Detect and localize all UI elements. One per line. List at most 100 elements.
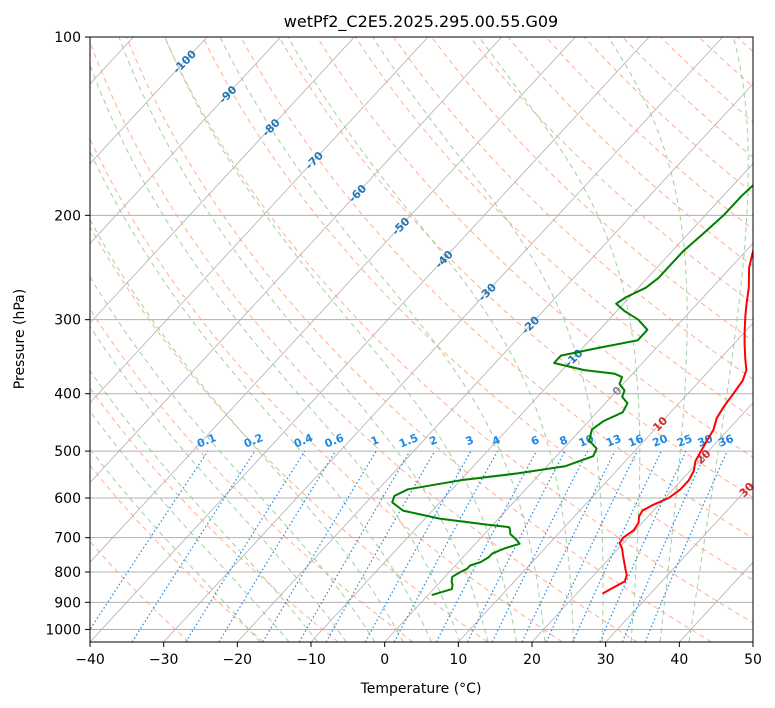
mixing-ratio-line: [298, 450, 411, 642]
x-tick-label: 20: [523, 652, 541, 668]
moist-adiabat-line: [90, 410, 290, 642]
mixing-ratio-label: 36: [716, 432, 735, 450]
y-tick-label: 400: [54, 387, 81, 403]
x-axis-title: Temperature (°C): [360, 681, 482, 697]
mixing-ratio-line: [393, 450, 499, 642]
dry-adiabat-line: [90, 225, 488, 642]
mixing-ratio-label: 0.4: [292, 431, 315, 450]
mixing-ratio-label: 25: [675, 432, 694, 450]
isotherm-line: [384, 242, 753, 642]
dry-adiabat-line: [90, 308, 414, 642]
mixing-ratio-label: 2: [427, 433, 439, 448]
y-tick-label: 600: [54, 491, 81, 507]
dewpoint-profile-line: [391, 184, 753, 597]
x-tick-label: 50: [744, 652, 762, 668]
dry-adiabat-line: [90, 40, 638, 642]
mixing-ratio-line: [521, 450, 616, 642]
isotherm-line: [90, 37, 208, 165]
moist-adiabat-line: [118, 37, 489, 642]
chart-title: wetPf2_C2E5.2025.295.00.55.G09: [284, 12, 558, 32]
dry-adiabat-line: [125, 37, 712, 642]
dry-adiabat-line: [545, 37, 753, 231]
plot-frame: [89, 36, 754, 643]
y-tick-label: 700: [54, 531, 81, 547]
isotherm-line: [90, 37, 281, 244]
mixing-ratio-label: 3: [464, 433, 476, 448]
mixing-ratio-line: [621, 450, 708, 642]
mixing-ratio-line: [218, 450, 337, 642]
mixing-ratio-line: [644, 450, 728, 642]
isotherm-line: [605, 481, 753, 642]
x-tick-label: −30: [149, 652, 179, 668]
mixing-ratio-line: [131, 450, 256, 642]
dry-adiabat-line: [698, 37, 753, 88]
dry-adiabat-line: [736, 37, 753, 53]
isotherm-line: [310, 163, 753, 642]
mixing-ratio-label: 20: [650, 432, 669, 450]
dry-adiabat-line: [278, 37, 753, 499]
mixing-ratio-line: [572, 450, 662, 642]
moist-adiabat-line: [90, 325, 347, 642]
isotherm-line: [0, 37, 60, 642]
mixing-ratio-label: 1: [369, 433, 381, 448]
mixing-ratio-line: [491, 450, 589, 642]
isotherm-line: [163, 37, 723, 642]
y-tick-label: 300: [54, 313, 81, 329]
isotherm-line: [458, 322, 753, 642]
mixing-ratio-line: [364, 450, 472, 642]
dry-adiabat-label: -100: [170, 47, 199, 76]
moist-adiabat-line: [90, 218, 404, 642]
moist-adiabat-line: [90, 150, 432, 642]
y-tick-label: 900: [54, 595, 81, 611]
moist-adiabat-line: [287, 37, 575, 642]
dry-adiabat-line: [164, 37, 753, 624]
mixing-ratio-line: [90, 450, 209, 631]
isotherm-line: [679, 561, 753, 642]
isotherm-line: [531, 402, 753, 642]
y-tick-label: 800: [54, 565, 81, 581]
isotherm-line: [90, 37, 502, 484]
mixing-ratio-line: [599, 450, 687, 642]
y-tick-label: 1000: [45, 622, 81, 638]
mixing-ratio-label: 8: [558, 433, 570, 448]
dry-adiabat-line: [90, 137, 563, 642]
mixing-ratio-label: 6: [529, 433, 541, 448]
dry-adiabat-line: [583, 37, 753, 194]
x-tick-label: −10: [296, 652, 326, 668]
x-tick-label: 30: [597, 652, 615, 668]
dry-adiabat-line: [90, 540, 190, 642]
moist-adiabat-line: [372, 37, 604, 642]
mixing-ratio-label: 0.6: [323, 431, 346, 450]
y-tick-label: 200: [54, 208, 81, 224]
mixing-ratio-label: 16: [626, 432, 645, 450]
mixing-ratio-line: [545, 450, 638, 642]
moist-adiabat-line: [688, 37, 749, 642]
moist-adiabat-line: [478, 37, 641, 642]
isotherm-line: [237, 83, 753, 642]
mixing-ratio-label: 13: [604, 432, 623, 450]
moist-adiabat-line: [90, 275, 376, 642]
mixing-ratio-label: 0.2: [242, 431, 265, 450]
isotherm-line: [90, 37, 429, 404]
dry-adiabat-line: [393, 37, 753, 380]
isotherm-line: [90, 37, 650, 642]
moist-adiabat-line: [90, 63, 461, 642]
y-axis-title: Pressure (hPa): [12, 289, 28, 389]
isotherm-line: [752, 641, 753, 642]
moist-adiabat-line: [607, 37, 688, 642]
y-axis: 100 200 300 400 500 600 700 800 900 1000: [45, 30, 90, 638]
series-layer: [391, 184, 753, 597]
y-tick-label: 500: [54, 444, 81, 460]
background-lines: [0, 37, 753, 642]
moist-adiabat-line: [164, 37, 517, 642]
isotherm-line: [90, 37, 355, 324]
x-tick-label: −40: [75, 652, 105, 668]
iso-labels: 0.1 0.2 0.4 0.6 1 1.5 2 3 4 6 8 10 13 16 20 25 30 36-100-…: [170, 47, 753, 500]
x-axis: −40 −30 −20 −10 0 10 20 30 40 50: [75, 642, 762, 668]
dry-adiabat-line: [622, 37, 753, 158]
y-tick-label: 100: [54, 30, 81, 46]
x-tick-label: 40: [670, 652, 688, 668]
moist-adiabat-line: [90, 369, 319, 642]
temperature-profile-line: [602, 247, 753, 595]
dry-adiabat-line: [90, 464, 264, 642]
